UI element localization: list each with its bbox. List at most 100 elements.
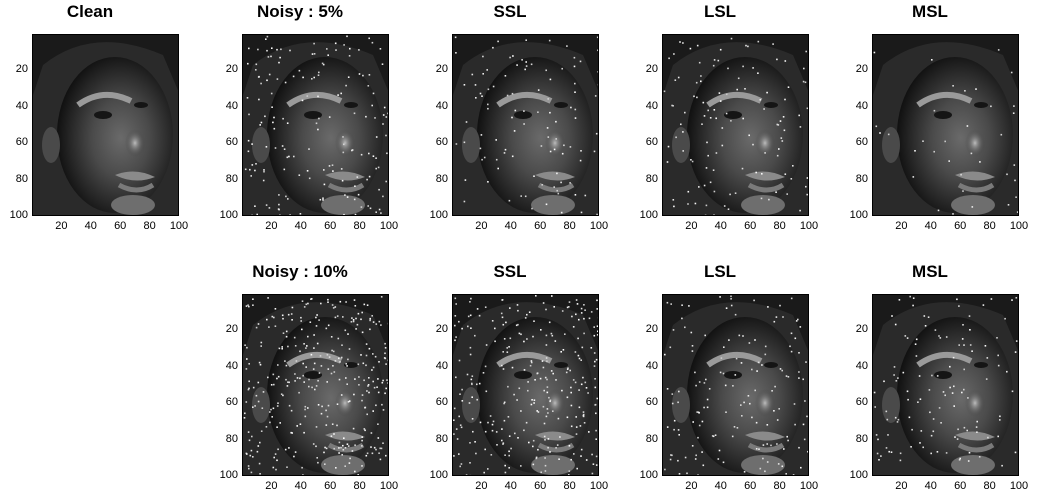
face-image (243, 295, 389, 476)
panel-title: Noisy : 10% (210, 262, 390, 282)
panel-title: SSL (420, 262, 600, 282)
x-tick-label: 80 (768, 480, 792, 492)
y-tick-label: 20 (218, 63, 238, 75)
x-tick-label: 60 (528, 220, 552, 232)
y-tick-label: 60 (848, 396, 868, 408)
x-tick-label: 60 (528, 480, 552, 492)
y-tick-label: 100 (428, 469, 448, 481)
x-tick-label: 80 (978, 220, 1002, 232)
y-tick-label: 20 (638, 323, 658, 335)
x-tick-label: 60 (738, 480, 762, 492)
y-tick-label: 100 (848, 469, 868, 481)
y-tick-label: 100 (638, 209, 658, 221)
y-tick-label: 40 (218, 360, 238, 372)
image-panel: Clean 20 40 60 80 100 20 40 60 80 100 (0, 2, 180, 222)
image-axes: 20 40 60 80 100 20 40 60 80 100 (428, 294, 598, 476)
y-tick-label: 60 (638, 136, 658, 148)
y-tick-label: 60 (218, 396, 238, 408)
face-image (873, 295, 1019, 476)
face-image (663, 35, 809, 216)
x-tick-label: 60 (318, 480, 342, 492)
x-tick-label: 40 (919, 480, 943, 492)
image-axes: 20 40 60 80 100 20 40 60 80 100 (848, 34, 1018, 216)
y-tick-label: 80 (8, 173, 28, 185)
image-panel: Noisy : 5% 20 40 60 80 100 20 40 60 80 100 (210, 2, 390, 222)
panel-title: LSL (630, 2, 810, 22)
y-tick-label: 40 (848, 100, 868, 112)
y-tick-label: 80 (428, 433, 448, 445)
y-tick-label: 40 (848, 360, 868, 372)
y-tick-label: 80 (218, 173, 238, 185)
x-tick-label: 20 (259, 480, 283, 492)
panel-title: LSL (630, 262, 810, 282)
y-tick-label: 20 (8, 63, 28, 75)
face-image (453, 35, 599, 216)
y-tick-label: 80 (638, 433, 658, 445)
y-tick-label: 20 (218, 323, 238, 335)
y-tick-label: 60 (428, 396, 448, 408)
face-image (243, 35, 389, 216)
y-tick-label: 60 (428, 136, 448, 148)
y-tick-label: 40 (428, 360, 448, 372)
image-axes: 20 40 60 80 100 20 40 60 80 100 (218, 34, 388, 216)
x-tick-label: 20 (469, 220, 493, 232)
y-tick-label: 80 (428, 173, 448, 185)
image-panel: Noisy : 10% 20 40 60 80 100 20 40 60 80 100 (210, 262, 390, 482)
x-tick-label: 100 (377, 220, 401, 232)
y-tick-label: 20 (428, 63, 448, 75)
y-tick-label: 100 (8, 209, 28, 221)
y-tick-label: 20 (848, 63, 868, 75)
y-tick-label: 100 (218, 469, 238, 481)
y-tick-label: 100 (638, 469, 658, 481)
image-panel: LSL 20 40 60 80 100 20 40 60 80 100 (630, 2, 810, 222)
x-tick-label: 20 (679, 480, 703, 492)
x-tick-label: 20 (259, 220, 283, 232)
x-tick-label: 100 (167, 220, 191, 232)
image-panel: SSL 20 40 60 80 100 20 40 60 80 100 (420, 262, 600, 482)
x-tick-label: 60 (948, 480, 972, 492)
x-tick-label: 80 (558, 480, 582, 492)
image-axes: 20 40 60 80 100 20 40 60 80 100 (218, 294, 388, 476)
y-tick-label: 40 (638, 100, 658, 112)
y-tick-label: 100 (428, 209, 448, 221)
x-tick-label: 60 (948, 220, 972, 232)
face-image (663, 295, 809, 476)
face-image (453, 295, 599, 476)
y-tick-label: 80 (848, 433, 868, 445)
y-tick-label: 80 (848, 173, 868, 185)
face-image (33, 35, 179, 216)
x-tick-label: 20 (679, 220, 703, 232)
x-tick-label: 100 (797, 220, 821, 232)
x-tick-label: 60 (738, 220, 762, 232)
x-tick-label: 100 (1007, 480, 1031, 492)
y-tick-label: 20 (848, 323, 868, 335)
x-tick-label: 40 (709, 480, 733, 492)
x-tick-label: 40 (919, 220, 943, 232)
x-tick-label: 20 (49, 220, 73, 232)
x-tick-label: 20 (889, 220, 913, 232)
y-tick-label: 60 (848, 136, 868, 148)
image-axes: 20 40 60 80 100 20 40 60 80 100 (848, 294, 1018, 476)
x-tick-label: 100 (377, 480, 401, 492)
panel-title: MSL (840, 2, 1020, 22)
x-tick-label: 40 (79, 220, 103, 232)
image-panel: MSL 20 40 60 80 100 20 40 60 80 100 (840, 262, 1020, 482)
x-tick-label: 60 (318, 220, 342, 232)
x-tick-label: 20 (889, 480, 913, 492)
image-axes: 20 40 60 80 100 20 40 60 80 100 (638, 294, 808, 476)
x-tick-label: 100 (1007, 220, 1031, 232)
x-tick-label: 100 (587, 220, 611, 232)
image-axes: 20 40 60 80 100 20 40 60 80 100 (428, 34, 598, 216)
x-tick-label: 40 (289, 480, 313, 492)
x-tick-label: 80 (768, 220, 792, 232)
image-panel: MSL 20 40 60 80 100 20 40 60 80 100 (840, 2, 1020, 222)
y-tick-label: 60 (8, 136, 28, 148)
x-tick-label: 80 (558, 220, 582, 232)
y-tick-label: 100 (218, 209, 238, 221)
x-tick-label: 40 (499, 220, 523, 232)
panel-title: MSL (840, 262, 1020, 282)
y-tick-label: 100 (848, 209, 868, 221)
x-tick-label: 60 (108, 220, 132, 232)
panel-title: Clean (0, 2, 180, 22)
image-panel: SSL 20 40 60 80 100 20 40 60 80 100 (420, 2, 600, 222)
